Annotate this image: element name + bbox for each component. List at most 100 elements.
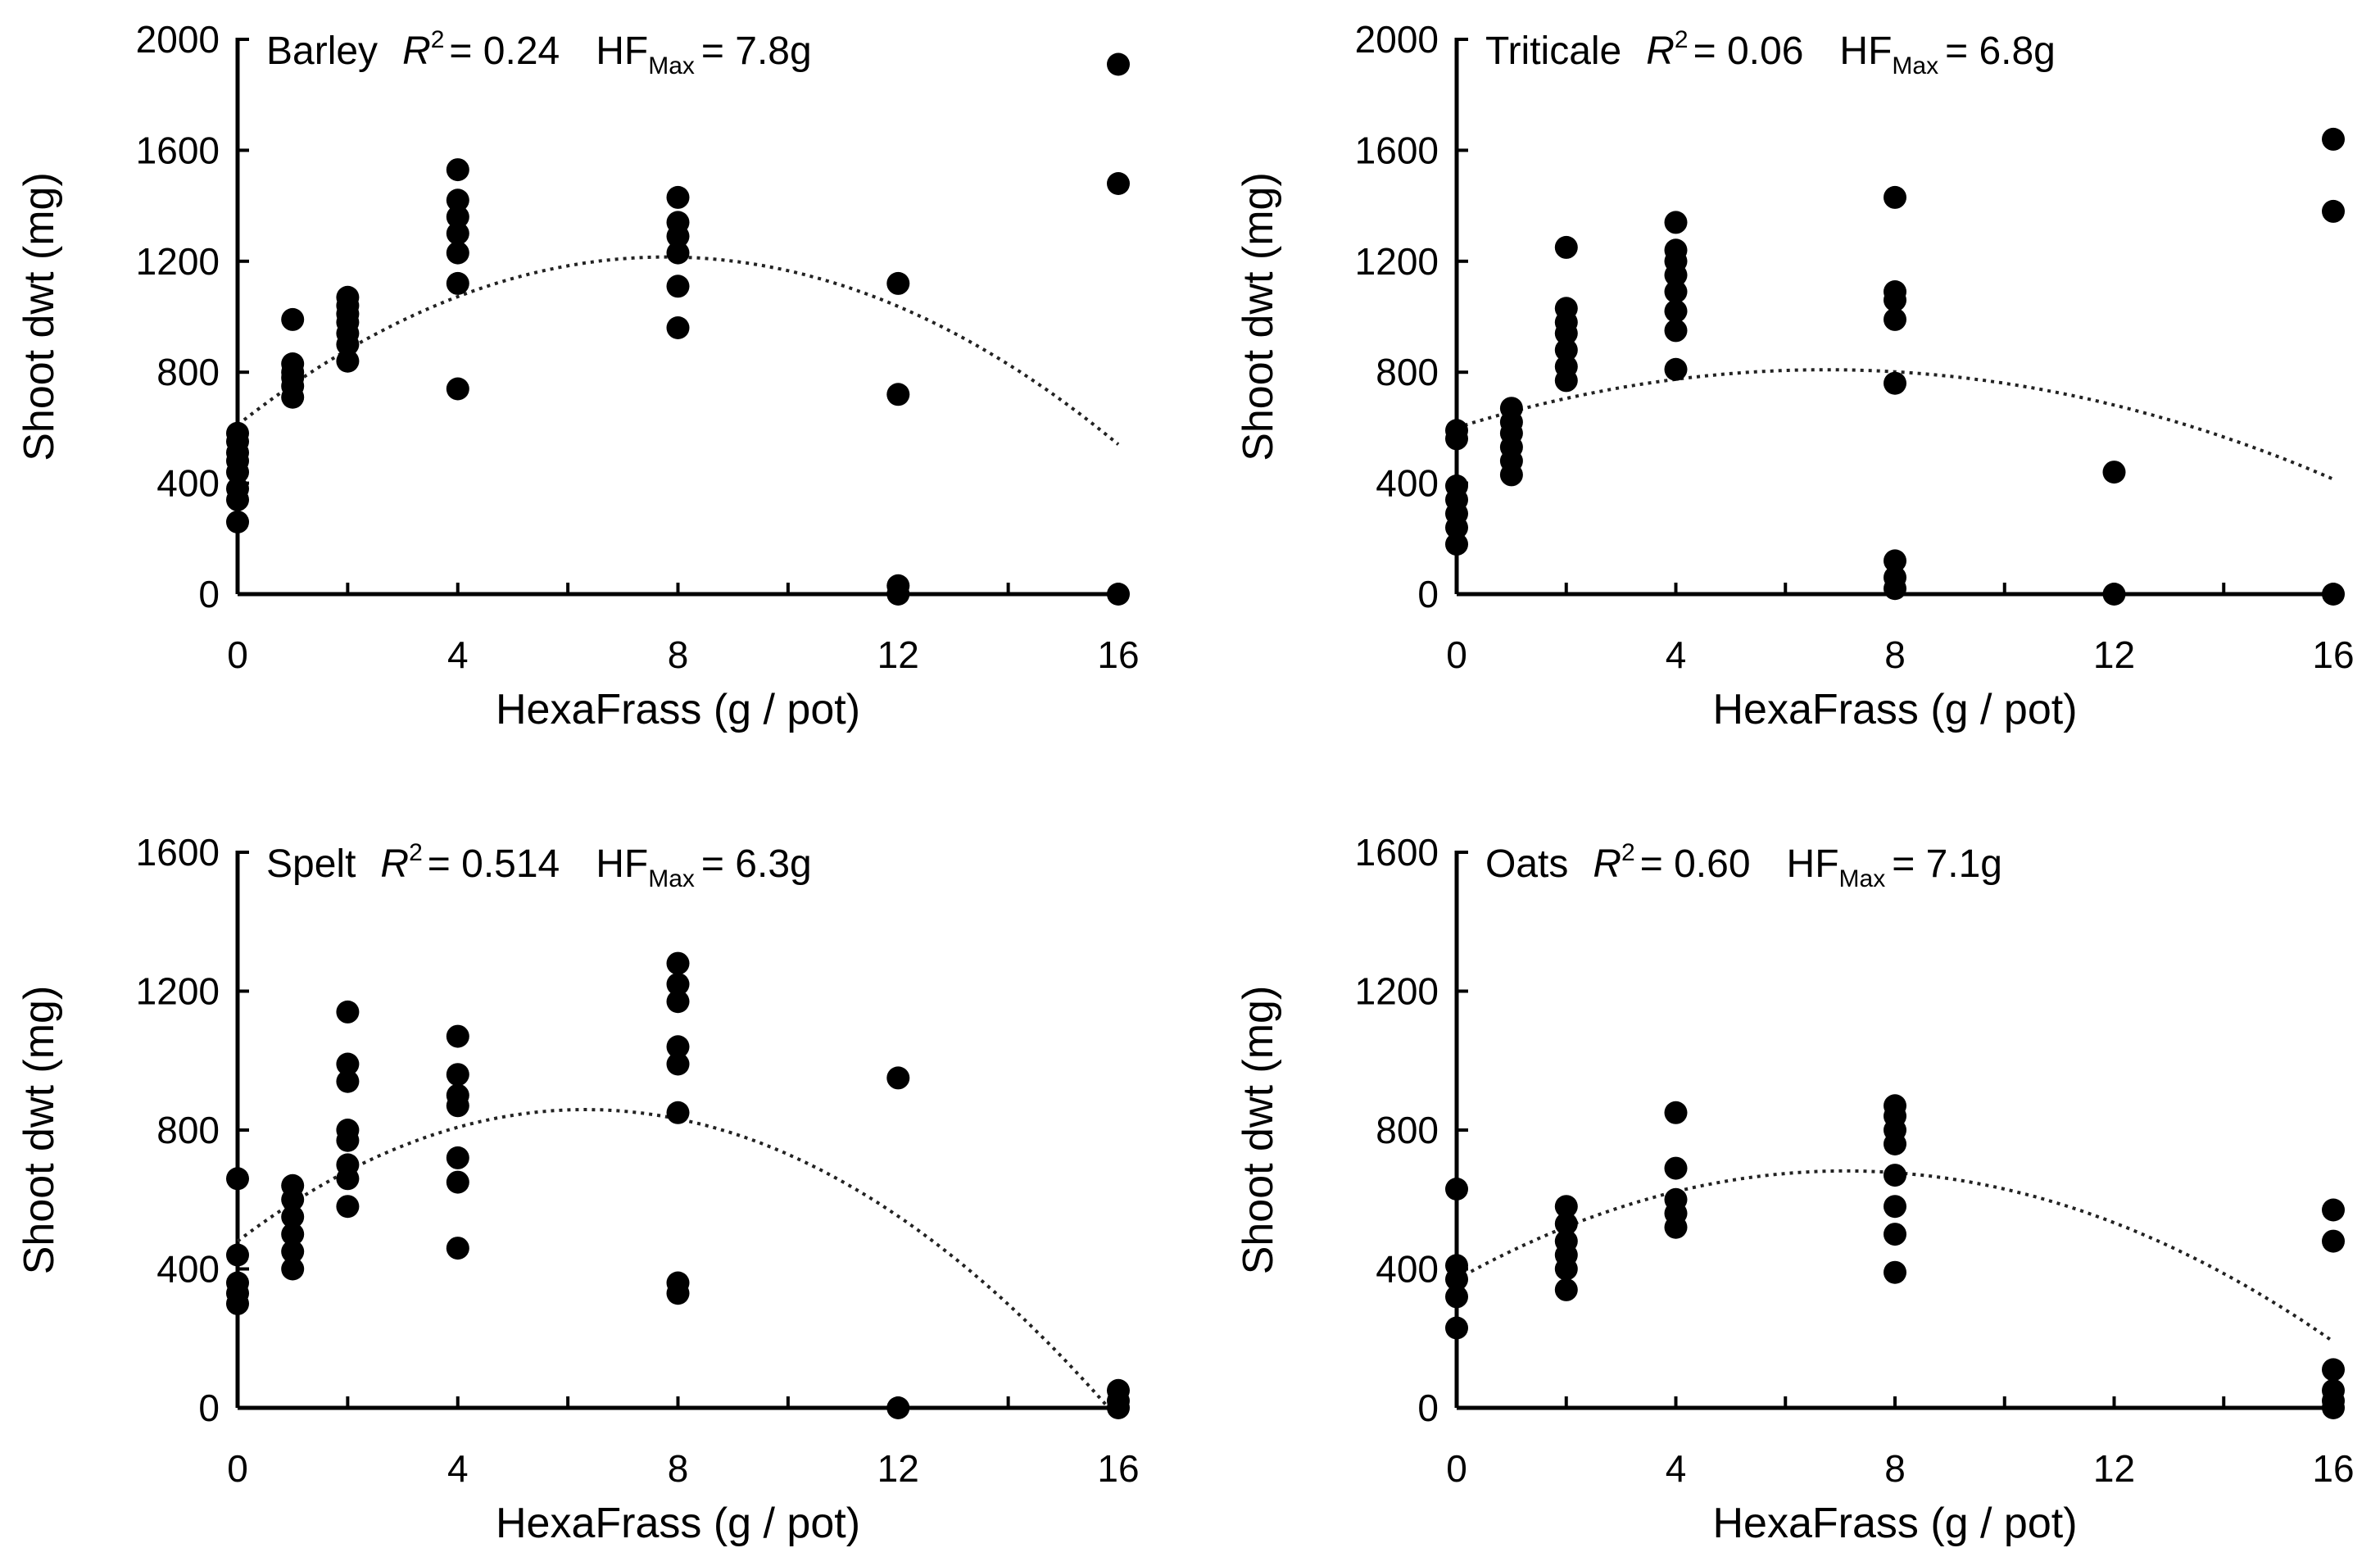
data-point xyxy=(666,1101,690,1124)
r2-symbol: R xyxy=(380,842,409,886)
data-point xyxy=(1664,357,1688,381)
data-point xyxy=(1554,338,1578,362)
y-tick-label: 0 xyxy=(198,1387,220,1429)
x-tick-label: 0 xyxy=(227,1447,248,1490)
x-tick-label: 16 xyxy=(1097,633,1139,676)
x-tick-label: 8 xyxy=(1884,633,1906,676)
data-point xyxy=(226,511,249,533)
x-tick-label: 0 xyxy=(1446,1447,1467,1490)
x-tick-label: 12 xyxy=(2093,633,2135,676)
r2-symbol: R xyxy=(1646,30,1675,73)
data-point xyxy=(1499,397,1523,420)
r2-superscript: 2 xyxy=(1675,26,1689,53)
x-tick-label: 12 xyxy=(2093,1447,2135,1490)
data-point xyxy=(1107,172,1130,195)
y-tick-label: 1600 xyxy=(1355,831,1439,874)
data-point xyxy=(1445,1316,1468,1340)
hf-subscript: Max xyxy=(648,52,695,79)
data-point xyxy=(886,574,910,597)
y-tick-label: 800 xyxy=(1376,1109,1439,1151)
r2-value: = 0.06 xyxy=(1693,30,1804,73)
data-point xyxy=(2322,127,2345,151)
data-point xyxy=(2322,1229,2345,1253)
x-tick-label: 16 xyxy=(1097,1447,1139,1490)
x-tick-label: 12 xyxy=(877,633,919,676)
data-point xyxy=(446,1083,469,1107)
chart-triticale: 0 400 800 1200 1600 2000 0 4 8 12 16 HexaFrass (g /… xyxy=(1235,18,2355,733)
data-point xyxy=(1554,297,1578,320)
data-point xyxy=(1445,1285,1468,1309)
y-tick-label: 400 xyxy=(156,462,220,505)
data-point xyxy=(1884,307,1906,331)
r2-value: = 0.24 xyxy=(449,30,560,73)
x-tick-label: 4 xyxy=(1666,633,1687,676)
data-point xyxy=(666,1052,690,1076)
data-point xyxy=(2102,461,2126,484)
x-tick-label: 0 xyxy=(227,633,248,676)
data-point xyxy=(666,1271,690,1295)
data-point xyxy=(1884,1223,1906,1246)
data-point xyxy=(1554,1278,1578,1301)
data-point xyxy=(446,1024,469,1048)
x-axis-title: HexaFrass (g / pot) xyxy=(1712,686,2077,733)
data-point xyxy=(666,185,690,209)
crop-name: Spelt xyxy=(266,842,356,886)
data-point xyxy=(1554,235,1578,259)
data-point xyxy=(446,158,469,182)
data-point xyxy=(1554,1212,1578,1236)
x-axis-title: HexaFrass (g / pot) xyxy=(496,686,860,733)
hf-subscript: Max xyxy=(648,865,695,892)
data-point xyxy=(1664,238,1688,262)
data-point xyxy=(1554,1229,1578,1253)
data-point xyxy=(666,241,690,265)
data-point xyxy=(2322,1358,2345,1382)
data-point xyxy=(1107,52,1130,76)
data-point xyxy=(666,275,690,298)
data-point xyxy=(336,1052,360,1076)
r2-superscript: 2 xyxy=(431,26,445,53)
x-tick-label: 8 xyxy=(1884,1447,1906,1490)
chart-spelt: 0 400 800 1200 1600 0 4 8 12 16 HexaFrass (g / pot… xyxy=(16,831,1140,1547)
x-tick-label: 8 xyxy=(668,1447,689,1490)
x-tick-label: 16 xyxy=(2312,633,2354,676)
data-point xyxy=(446,377,469,401)
x-tick-label: 4 xyxy=(1666,1447,1687,1490)
data-point xyxy=(1445,1178,1468,1201)
y-tick-label: 400 xyxy=(156,1248,220,1291)
data-point xyxy=(1445,1254,1468,1278)
data-point xyxy=(336,285,360,309)
hfmax-value: = 6.3g xyxy=(701,842,812,886)
data-point xyxy=(446,205,469,229)
annotation: Spelt R2 = 0.514 HFMax = 6.3g xyxy=(266,839,812,892)
crop-name: Triticale xyxy=(1485,30,1621,73)
x-tick-label: 12 xyxy=(877,1447,919,1490)
annotation: Triticale R2 = 0.06 HFMax = 6.8g xyxy=(1485,26,2056,79)
x-tick-label: 16 xyxy=(2312,1447,2354,1490)
data-point xyxy=(666,211,690,234)
data-point xyxy=(1884,185,1906,209)
hf-symbol: HF xyxy=(1787,842,1839,886)
y-axis-title: Shoot dwt (mg) xyxy=(1235,986,1282,1275)
data-point xyxy=(666,316,690,339)
x-axis-title: HexaFrass (g / pot) xyxy=(1712,1500,2077,1547)
y-tick-label: 800 xyxy=(156,351,220,393)
data-point xyxy=(1884,565,1906,589)
hfmax-value: = 6.8g xyxy=(1945,30,2056,73)
data-point xyxy=(1445,474,1468,497)
y-tick-label: 2000 xyxy=(136,18,220,61)
x-tick-label: 4 xyxy=(447,1447,469,1490)
y-tick-label: 1200 xyxy=(136,240,220,283)
trend-line xyxy=(236,255,1120,446)
data-point xyxy=(226,1271,249,1295)
data-point xyxy=(336,1069,360,1093)
data-point xyxy=(336,1153,360,1177)
data-point xyxy=(666,1035,690,1059)
data-point xyxy=(226,1243,249,1267)
data-point xyxy=(226,477,249,501)
data-point xyxy=(281,307,305,331)
data-point xyxy=(1884,280,1906,303)
data-point xyxy=(226,1167,249,1191)
y-tick-label: 1600 xyxy=(136,831,220,874)
data-point xyxy=(281,1257,305,1281)
